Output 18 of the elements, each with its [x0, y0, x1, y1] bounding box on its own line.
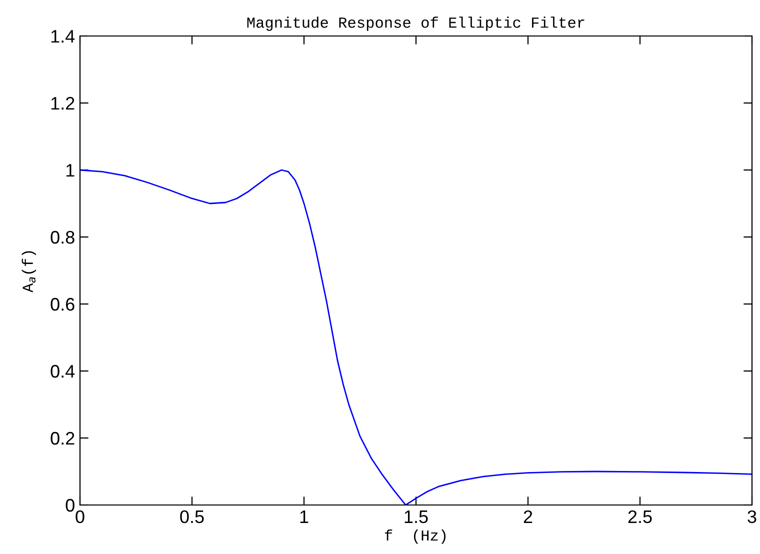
x-tick-label: 3 [748, 510, 756, 524]
y-tick-label: 0.8 [50, 230, 74, 244]
y-tick-label: 0.4 [50, 364, 75, 378]
y-tick-label: 0.2 [50, 432, 74, 445]
x-tick-label: 0 [76, 510, 84, 524]
y-tick-label: 1.4 [51, 30, 75, 43]
x-tick-label: 0.5 [180, 510, 204, 524]
y-axis-title: A$_{a}$(f) [22, 251, 36, 292]
y-tick-label: 1 [66, 164, 74, 177]
y-tick-label: 0 [66, 498, 74, 512]
x-tick-label: 1 [300, 510, 308, 523]
y-tick-label: 0.6 [50, 298, 74, 311]
x-tick-label: 2.5 [628, 510, 652, 524]
y-tick-label: 1.2 [51, 96, 74, 110]
x-axis-title: f (Hz) [384, 529, 446, 544]
chart-title: Magnitude Response of Elliptic Filter [247, 16, 584, 31]
x-tick-label: 1.5 [404, 510, 428, 524]
x-tick-label: 2 [524, 510, 532, 523]
